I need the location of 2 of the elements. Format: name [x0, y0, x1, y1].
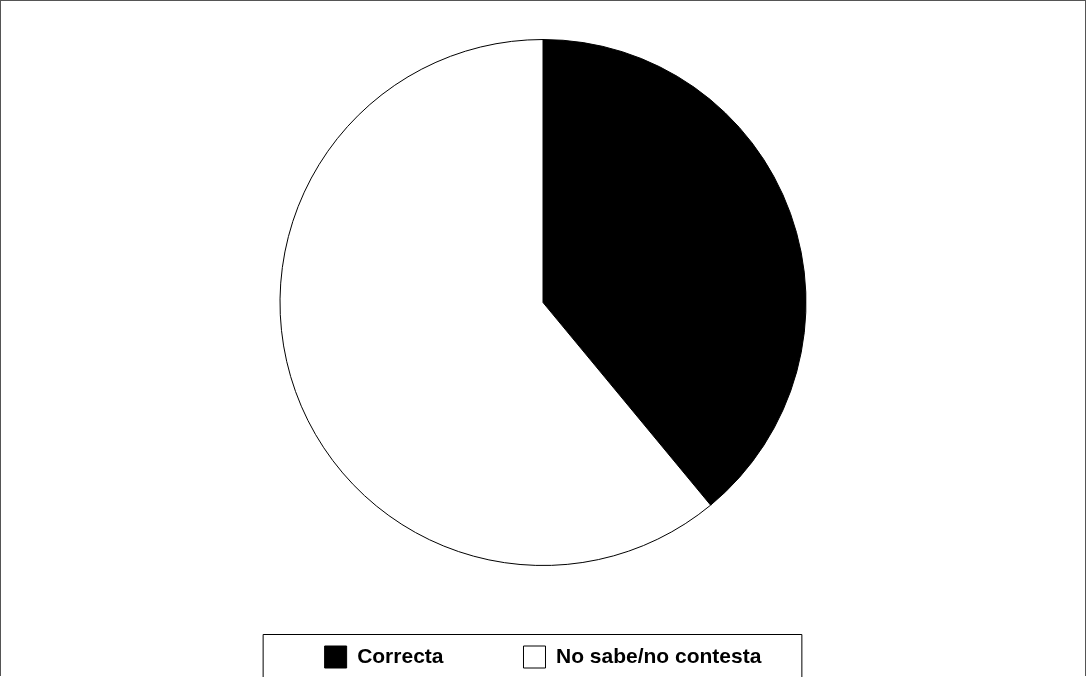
- legend-label: No sabe/no contesta: [556, 643, 762, 667]
- legend-label: Correcta: [357, 643, 444, 667]
